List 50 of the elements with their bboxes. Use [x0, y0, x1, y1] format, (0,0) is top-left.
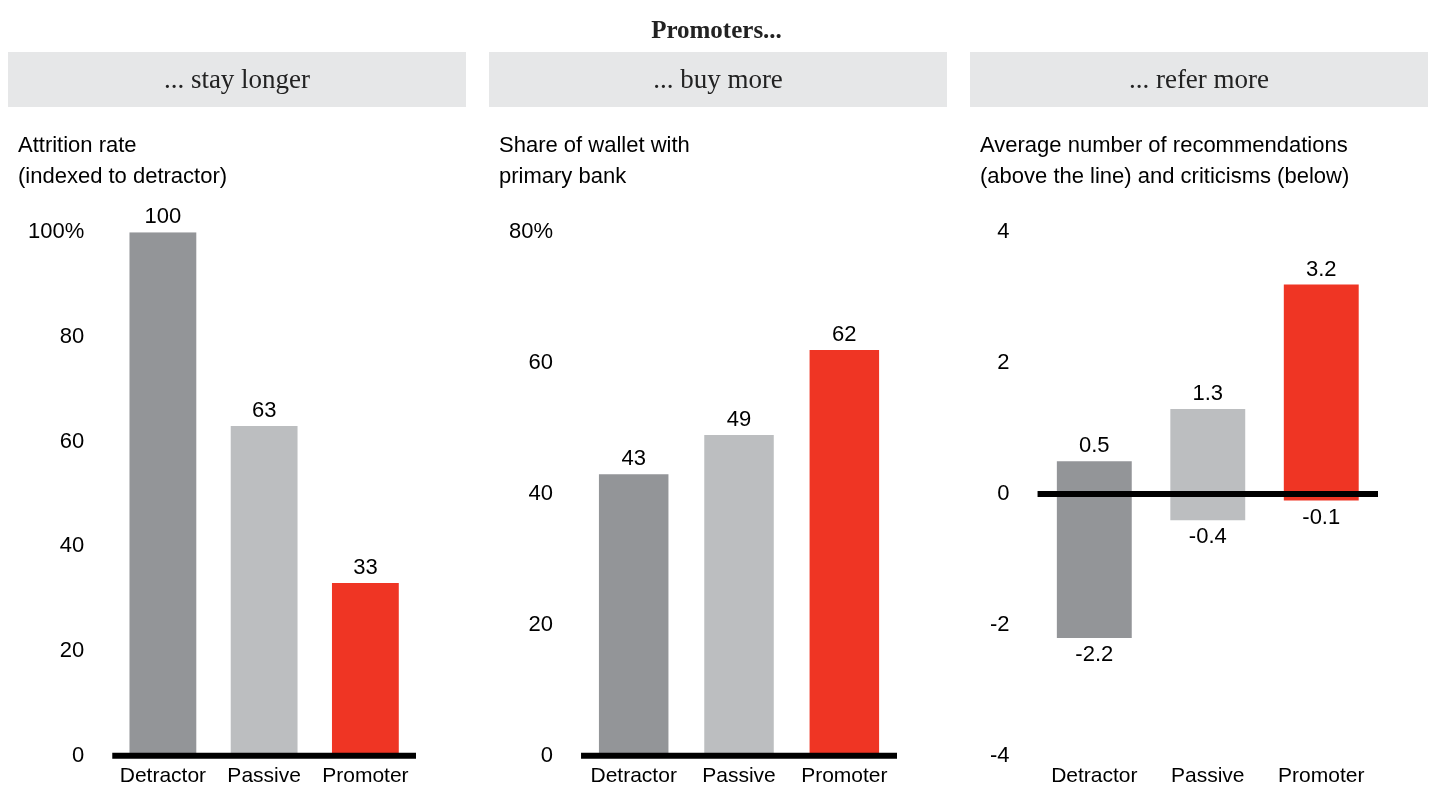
y-tick-label: 20 [59, 637, 85, 663]
x-tick-label: Passive [227, 763, 301, 787]
y-tick-label: 60 [528, 349, 554, 375]
y-tick-label: 0 [540, 741, 554, 767]
data-label: -0.4 [1188, 523, 1227, 549]
chart-title: ... refer more [970, 52, 1428, 107]
data-label: 43 [621, 445, 646, 471]
x-tick-label: Passive [702, 763, 776, 787]
chart-subtitle: Attrition rate (indexed to detractor) [18, 131, 229, 189]
y-tick-label: -4 [990, 741, 1010, 767]
y-tick-label: -2 [990, 610, 1010, 636]
x-tick-label: Promoter [801, 763, 888, 787]
bar [331, 583, 399, 756]
bar [230, 425, 298, 756]
y-tick-label: 80 [59, 322, 85, 348]
x-tick-label: Detractor [590, 763, 677, 787]
data-label: 0.5 [1079, 432, 1110, 458]
data-label: 49 [726, 406, 752, 432]
y-tick-label: 40 [528, 480, 554, 506]
chart-subtitle: Average number of recommendations (above the line) and criticisms (below) [980, 131, 1351, 189]
data-label: 1.3 [1192, 379, 1224, 405]
y-tick-label: 2 [997, 349, 1010, 375]
bar [598, 474, 669, 756]
data-label: -0.1 [1302, 503, 1341, 529]
bar [704, 435, 774, 756]
y-tick-label: 40 [59, 532, 85, 558]
bar [129, 232, 197, 756]
y-tick-label: 80% [508, 218, 554, 244]
bar [809, 350, 880, 756]
data-label: 33 [353, 554, 378, 580]
text: Promoters... [650, 15, 783, 45]
y-tick-label: 0 [997, 480, 1010, 506]
data-label: 62 [832, 321, 857, 347]
y-tick-label: 0 [72, 741, 85, 767]
data-label: 63 [251, 396, 277, 422]
y-tick-label: 4 [997, 218, 1010, 244]
chart-title: ... buy more [489, 52, 947, 107]
y-tick-label: 100% [27, 218, 85, 244]
y-tick-label: 60 [59, 427, 85, 453]
x-tick-label: Detractor [1051, 763, 1138, 787]
data-label: 100 [144, 203, 182, 229]
chart-title: ... stay longer [8, 52, 466, 107]
x-tick-label: Promoter [322, 763, 409, 787]
y-tick-label: 20 [528, 610, 554, 636]
data-label: -2.2 [1075, 641, 1114, 667]
chart-subtitle: Share of wallet with primary bank [499, 131, 691, 189]
x-tick-label: Detractor [119, 763, 207, 787]
data-label: 3.2 [1305, 255, 1337, 281]
x-tick-label: Promoter [1278, 763, 1365, 787]
x-tick-label: Passive [1171, 763, 1245, 787]
